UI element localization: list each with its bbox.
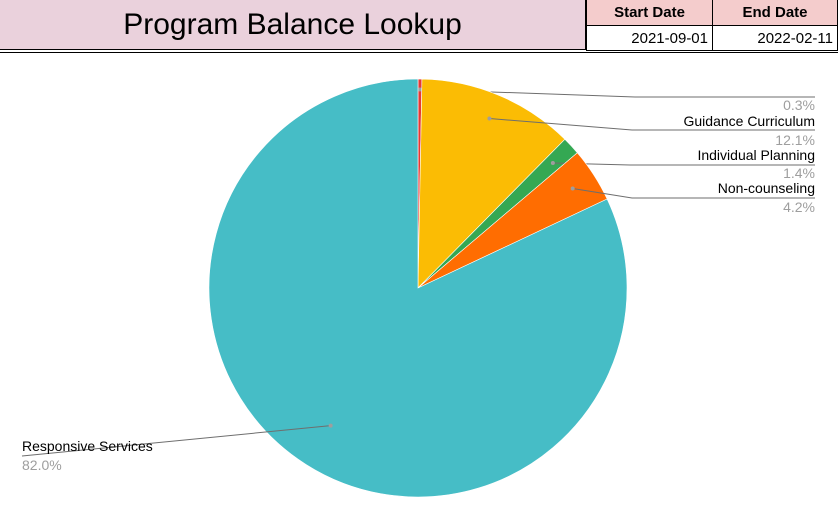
- pie-slice-guidance-curriculum: [417, 78, 566, 289]
- start-date-cell[interactable]: 2021-09-01: [586, 26, 713, 51]
- leader-dot: [487, 116, 492, 121]
- leader-line: [489, 118, 815, 131]
- slice-name-label: Non-counseling: [718, 180, 815, 196]
- leader-line: [419, 88, 815, 98]
- end-date-cell[interactable]: 2022-02-11: [713, 26, 838, 51]
- slice-percent-label: 4.2%: [783, 199, 815, 215]
- page-title: Program Balance Lookup: [0, 0, 586, 50]
- slice-name-label: Guidance Curriculum: [684, 113, 816, 129]
- header-divider: [0, 52, 838, 53]
- slice-percent-label: 1.4%: [783, 165, 815, 181]
- leader-line: [21, 425, 331, 457]
- slice-name-label: Responsive Services: [22, 438, 153, 454]
- leader-dot: [328, 423, 333, 428]
- slice-name-label: Individual Planning: [697, 147, 815, 163]
- header-table: Program Balance Lookup Start Date End Da…: [0, 0, 838, 52]
- leader-line: [552, 162, 815, 166]
- leader-dot: [570, 186, 575, 191]
- slice-percent-label: 0.3%: [783, 97, 815, 113]
- start-date-header: Start Date: [586, 0, 713, 26]
- pie-slice-responsive-services: [208, 78, 628, 498]
- end-date-header: End Date: [713, 0, 838, 26]
- slice-percent-label: 82.0%: [22, 457, 62, 473]
- leader-line: [572, 187, 815, 199]
- leader-dot: [550, 160, 555, 165]
- leader-dot: [417, 87, 422, 92]
- slice-percent-label: 12.1%: [775, 132, 815, 148]
